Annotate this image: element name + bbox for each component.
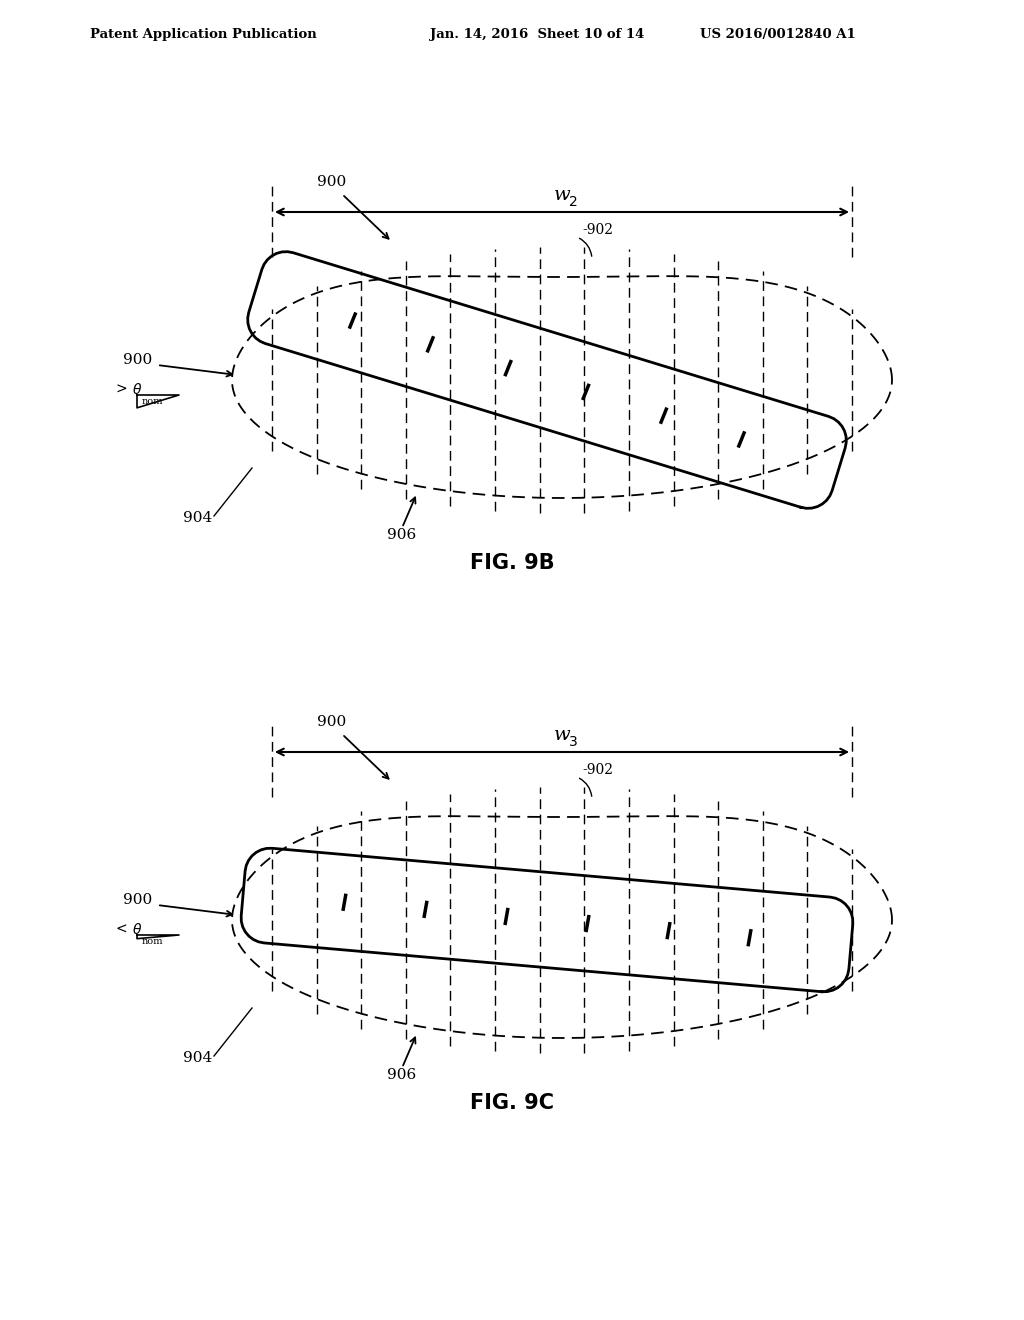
Text: $\theta$: $\theta$ [132,383,142,397]
Text: >: > [116,383,127,397]
Text: 900: 900 [317,176,347,189]
Text: 900: 900 [123,894,152,907]
Text: 904: 904 [182,1051,212,1065]
Text: -902: -902 [582,763,613,777]
Text: nom: nom [142,937,164,946]
Text: 904: 904 [182,511,212,525]
Text: FIG. 9B: FIG. 9B [470,553,554,573]
Text: Jan. 14, 2016  Sheet 10 of 14: Jan. 14, 2016 Sheet 10 of 14 [430,28,644,41]
Text: 906: 906 [387,1068,417,1082]
Text: FIG. 9C: FIG. 9C [470,1093,554,1113]
Text: <: < [116,923,127,937]
Text: Patent Application Publication: Patent Application Publication [90,28,316,41]
Text: US 2016/0012840 A1: US 2016/0012840 A1 [700,28,856,41]
Text: nom: nom [142,397,164,407]
Text: 900: 900 [317,715,347,729]
Text: 2: 2 [569,195,578,209]
Text: 900: 900 [123,352,152,367]
Text: w: w [554,186,570,205]
Text: w: w [554,726,570,744]
Text: -902: -902 [582,223,613,238]
Text: 3: 3 [569,735,578,748]
Text: $\theta$: $\theta$ [132,923,142,937]
Text: 906: 906 [387,528,417,543]
